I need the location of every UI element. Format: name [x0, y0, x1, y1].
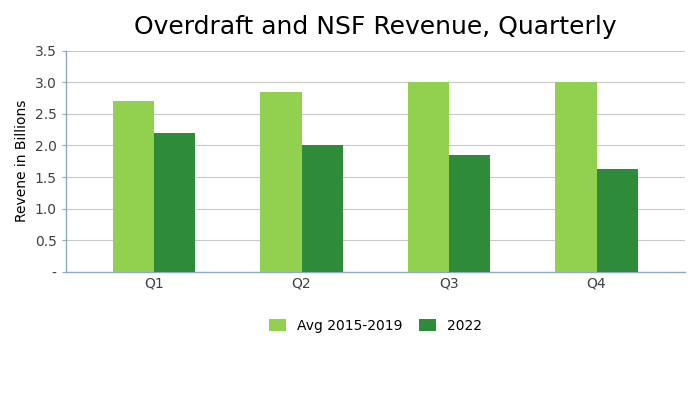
Bar	[154, 133, 195, 272]
Bar	[407, 82, 449, 272]
Bar	[449, 155, 490, 272]
Title: Overdraft and NSF Revenue, Quarterly: Overdraft and NSF Revenue, Quarterly	[134, 15, 617, 39]
Bar	[555, 82, 596, 272]
Bar	[596, 169, 638, 272]
Y-axis label: Revene in Billions: Revene in Billions	[15, 100, 29, 223]
Legend: Avg 2015-2019, 2022: Avg 2015-2019, 2022	[269, 319, 482, 333]
Bar	[113, 101, 154, 272]
Bar	[302, 145, 343, 272]
Bar	[260, 92, 302, 272]
